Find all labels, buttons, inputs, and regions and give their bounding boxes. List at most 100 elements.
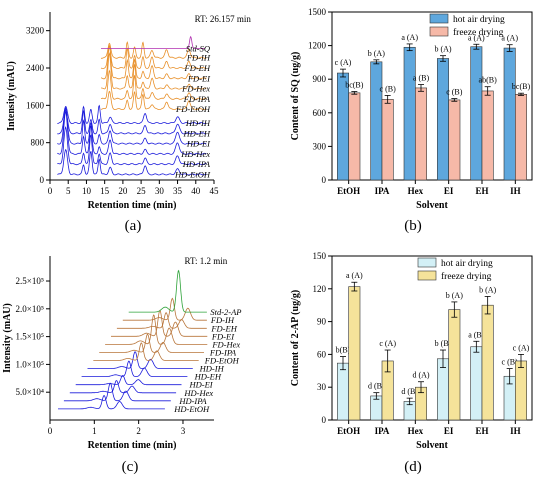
x-tick-label: EH [475, 186, 488, 196]
trace-label: FD-EtOH [204, 356, 240, 366]
trace-line [57, 149, 207, 176]
retention-time-annotation: RT: 1.2 min [185, 256, 228, 266]
x-tick-label: IH [510, 426, 521, 436]
trace-label: FD-IPA [183, 94, 211, 104]
legend-label: freeze drying [441, 271, 492, 282]
significance-label: b (A) [434, 45, 451, 54]
trace-label: FD-IPA [209, 347, 237, 357]
panel-b-sq-bar-chart: 0 300 600 900 1200 1500 EtOH c (A) bc(B) IPA b (A)… [290, 7, 533, 211]
y-tick-label: 300 [313, 141, 327, 151]
significance-label: a (A) [501, 34, 518, 43]
trace-label: HD-EtOH [173, 404, 210, 414]
significance-label: d (B) [401, 387, 418, 396]
x-tick-label: 45 [210, 186, 220, 196]
significance-label: b(B) [336, 346, 351, 355]
y-tick-label: 1.0×10⁵ [16, 359, 44, 369]
legend-swatch [429, 13, 449, 24]
significance-label: c (B) [446, 88, 463, 97]
y-tick-label: 1200 [308, 41, 327, 51]
trace-line [57, 109, 207, 135]
trace-line [100, 41, 207, 59]
trace-label: FD-EtOH [175, 104, 211, 114]
trace-line [100, 90, 207, 110]
trace-line [100, 44, 207, 70]
y-tick-label: 1500 [308, 7, 327, 17]
significance-label: b (A) [479, 285, 496, 294]
x-tick-label: 5 [66, 186, 71, 196]
significance-label: a (A) [346, 271, 363, 280]
trace-line [69, 380, 177, 394]
bar [503, 47, 516, 181]
trace-label: HD-EH [183, 128, 211, 138]
trace-line [81, 360, 188, 378]
trace-line [57, 106, 207, 145]
y-tick-label: 1.5×10⁵ [16, 332, 44, 342]
trace-line [128, 269, 207, 313]
bar [348, 92, 361, 181]
bar [415, 87, 427, 181]
x-axis-label: Retention time (min) [88, 440, 177, 451]
subfigure-label-a: (a) [125, 218, 142, 234]
subfigure-label-c: (c) [122, 459, 139, 475]
trace-line [100, 69, 207, 100]
panel-a-chromatogram: 0 800 1600 2400 3200 0 5 10 15 20 25 30 35 40 45 Retent… [6, 12, 251, 211]
y-axis-label: Content of SQ (ug/g) [290, 52, 301, 141]
bar [515, 360, 527, 421]
trace-label: HD-EI [188, 380, 213, 390]
y-tick-label: 30 [317, 382, 327, 392]
trace-line [87, 351, 193, 370]
trace-line [111, 309, 208, 337]
trace-label: HD-Hex [180, 149, 210, 159]
x-tick-label: 2 [136, 426, 141, 436]
bar [381, 99, 394, 181]
y-tick-label: 3200 [26, 26, 45, 36]
trace-line [58, 395, 165, 410]
trace-label: FD-EH [210, 323, 237, 333]
x-tick-label: 1 [92, 426, 97, 436]
legend-label: freeze drying [453, 27, 504, 38]
trace-label: FD-Hex [181, 84, 210, 94]
x-tick-label: EH [475, 426, 488, 436]
trace-label: HD-IPA [182, 159, 211, 169]
subfigure-label-b: (b) [404, 218, 422, 234]
trace-label: FD-Hex [211, 339, 240, 349]
legend-label: hot air drying [453, 15, 505, 25]
trace-line [101, 52, 207, 90]
significance-label: b (B) [435, 339, 452, 348]
trace-line [57, 126, 207, 166]
trace-label: Std-2-AP [210, 307, 241, 317]
significance-label: c (B) [502, 358, 519, 367]
y-tick-label: 150 [313, 251, 327, 261]
y-tick-label: 0 [322, 415, 327, 425]
trace-label: FD-IH [210, 315, 235, 325]
y-tick-label: 2400 [26, 63, 45, 73]
trace-label: HD-IH [185, 118, 211, 128]
x-axis-label: Solvent [416, 200, 448, 211]
y-axis-label: Content of 2-AP (ug/g) [290, 290, 301, 386]
x-tick-label: Hex [408, 426, 424, 436]
legend-swatch [417, 257, 437, 268]
bar [348, 286, 361, 421]
bar [337, 362, 349, 421]
significance-label: b (A) [368, 49, 385, 58]
y-tick-label: 0 [322, 175, 327, 185]
significance-label: bc(B) [345, 81, 364, 90]
plot-frame [331, 255, 533, 421]
significance-label: ab(B) [479, 76, 498, 85]
significance-label: a (B) [468, 330, 485, 339]
trace-label: FD-EH [184, 63, 211, 73]
trace-label: HD-EI [186, 139, 211, 149]
y-tick-label: 60 [317, 349, 327, 359]
bar [437, 358, 449, 421]
trace-label: FD-IH [186, 53, 211, 63]
y-tick-label: 900 [313, 74, 327, 84]
x-tick-label: IH [510, 186, 521, 196]
bar [515, 94, 527, 181]
trace-line [63, 382, 171, 402]
significance-label: a (B) [413, 74, 430, 83]
x-axis-label: Solvent [416, 440, 448, 451]
bar [370, 61, 383, 181]
bar [403, 46, 416, 181]
legend-label: hot air drying [441, 259, 493, 269]
